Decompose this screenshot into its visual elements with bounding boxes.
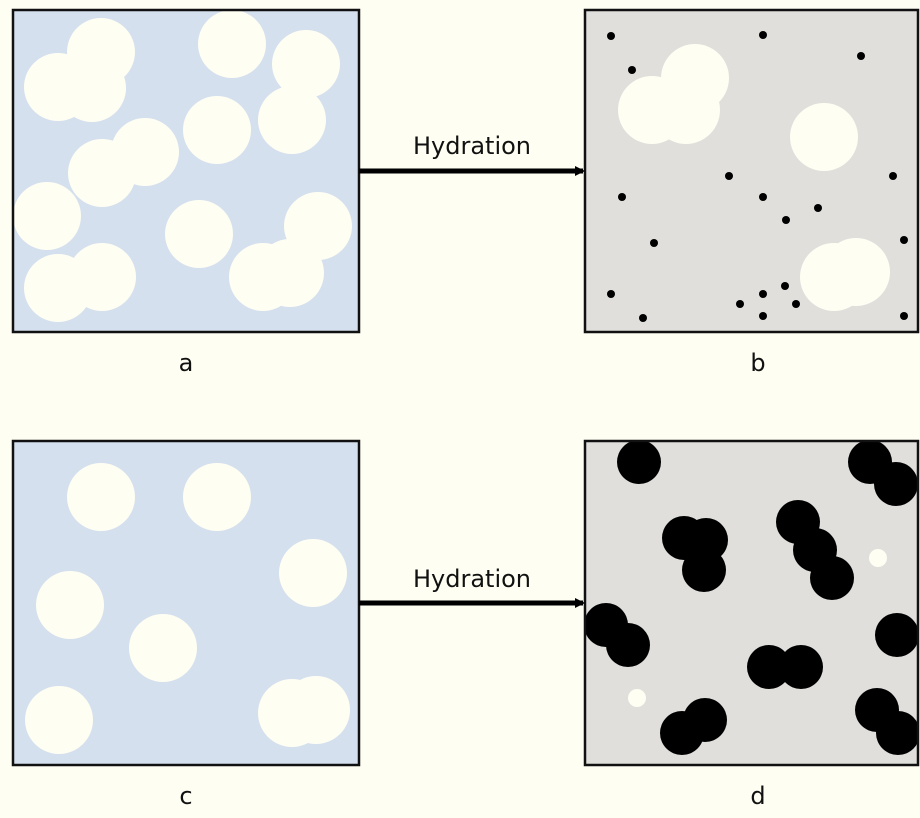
arrow-label: Hydration <box>413 132 531 160</box>
panel-label: d <box>750 782 765 810</box>
panel-label: a <box>179 349 194 377</box>
arrow-label: Hydration <box>413 565 531 593</box>
diagram: Hydration Hydration a b c d <box>0 0 920 818</box>
panel-label: b <box>750 349 765 377</box>
panel-label: c <box>179 782 192 810</box>
